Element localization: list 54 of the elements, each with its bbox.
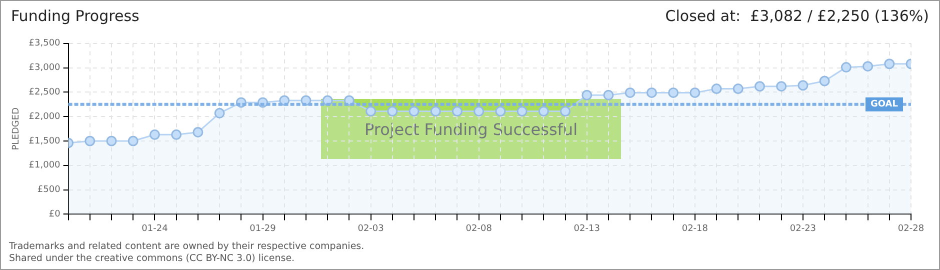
text: Trademarks and related content are owned by their respective companies.	[9, 241, 364, 253]
point	[495, 106, 506, 116]
point	[668, 87, 679, 98]
x-tick-label: 02-18	[682, 224, 708, 234]
x-tick-label: 02-13	[574, 224, 600, 234]
point	[128, 136, 138, 146]
point	[798, 80, 808, 91]
point	[711, 84, 722, 94]
point	[192, 126, 204, 138]
point	[214, 108, 225, 118]
y-tick-label: £1,500	[28, 136, 61, 146]
chart-subtitle: Closed at: £3,082 / £2,250 (136%)	[665, 7, 929, 25]
point	[106, 136, 117, 146]
point	[474, 106, 484, 116]
point	[819, 76, 830, 86]
x-tick-label: 02-03	[358, 224, 384, 234]
point	[366, 106, 376, 116]
point	[84, 136, 96, 146]
x-tick-label: 01-24	[142, 224, 168, 234]
y-tick-label: £1,000	[28, 160, 61, 171]
point	[387, 106, 398, 116]
point	[149, 129, 160, 140]
x-tick-label: 01-29	[250, 224, 276, 234]
y-axis-title: PLEDGED	[12, 107, 22, 150]
point	[171, 129, 182, 140]
point	[840, 62, 852, 73]
point	[624, 87, 636, 98]
point	[603, 90, 614, 100]
y-tick-label: £3,500	[28, 38, 61, 49]
y-tick-label: £0	[48, 210, 61, 220]
point	[862, 61, 874, 72]
point	[452, 106, 462, 116]
y-tick-label: £3,000	[28, 63, 61, 74]
point	[582, 90, 592, 100]
ref-line-label: GOAL	[870, 100, 898, 110]
x-tick-label: 02-23	[790, 224, 816, 234]
y-tick-label: £2,500	[28, 88, 61, 98]
point	[516, 106, 528, 116]
point	[776, 81, 787, 92]
y-tick-label: £500	[37, 185, 61, 196]
x-tick-label: 02-08	[466, 224, 492, 234]
point	[646, 87, 657, 98]
point	[538, 106, 549, 116]
point	[408, 106, 420, 116]
x-tick-label: 02-28	[898, 224, 924, 234]
point	[690, 87, 700, 98]
point	[430, 106, 441, 116]
y-tick-label: £2,000	[28, 112, 61, 122]
chart-title: Funding Progress	[11, 7, 140, 25]
text: Shared under the creative commons (CC BY-NC 3.0) license.	[9, 253, 296, 265]
point	[732, 84, 744, 94]
point	[560, 106, 571, 116]
point	[884, 58, 895, 70]
point	[754, 81, 765, 92]
